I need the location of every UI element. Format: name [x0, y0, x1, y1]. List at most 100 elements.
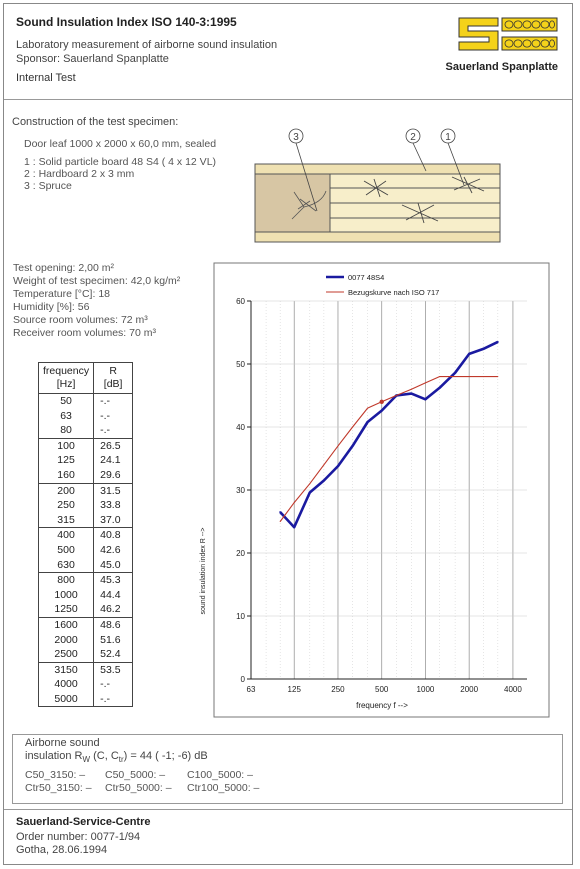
rw-c-label: (C, C — [90, 750, 119, 762]
frequency-cell: 4000 — [37, 677, 95, 692]
frequency-cell: 400 — [37, 527, 95, 543]
r-value-cell: 29.6 — [93, 467, 134, 484]
frequency-cell: 1600 — [37, 616, 95, 633]
table-row: 2000 51.6 — [37, 632, 134, 648]
x-tick-label: 63 — [247, 685, 256, 694]
measured-point — [308, 491, 311, 494]
y-tick-label: 50 — [236, 360, 245, 369]
c50-5000: C50_5000: – — [105, 769, 166, 781]
r-header-unit: [dB] — [103, 378, 123, 390]
r-value-cell: 40.8 — [93, 527, 134, 543]
frequency-cell: 50 — [37, 393, 95, 409]
report-title: Sound Insulation Index ISO 140-3:1995 — [16, 15, 237, 29]
y-tick-label: 30 — [236, 486, 245, 495]
frequency-cell: 250 — [37, 498, 95, 513]
measured-curve — [279, 340, 499, 529]
frequency-header-unit: [Hz] — [56, 378, 76, 390]
measured-point — [496, 341, 499, 343]
table-row: 315 37.0 — [37, 512, 134, 528]
reference-point — [279, 521, 281, 522]
table-row: 50 -.- — [37, 393, 134, 409]
measured-point — [482, 347, 485, 350]
measured-point — [380, 409, 383, 412]
y-tick-label: 60 — [236, 297, 245, 306]
construction-heading: Construction of the test specimen: — [12, 116, 179, 128]
table-row: 160 29.6 — [37, 467, 134, 484]
reference-point — [309, 483, 311, 485]
callout-2: 2 — [410, 132, 416, 143]
table-row: 4000 -.- — [37, 677, 134, 692]
reference-point — [424, 382, 426, 384]
table-row: 100 26.5 — [37, 437, 134, 454]
report-frame: Sound Insulation Index ISO 140-3:1995 La… — [3, 3, 573, 865]
rw-subscript: W — [82, 755, 91, 765]
construction-section: Construction of the test specimen: Door … — [4, 99, 572, 245]
frequency-cell: 315 — [37, 512, 95, 528]
r-value-cell: 46.2 — [93, 602, 134, 618]
x-tick-label: 250 — [331, 685, 345, 694]
receiver-room-volume: Receiver room volumes: 70 m³ — [13, 327, 156, 339]
frequency-cell: 160 — [37, 467, 95, 484]
order-number: Order number: 0077-1/94 — [16, 831, 141, 843]
r-value-cell: 33.8 — [93, 498, 134, 513]
table-row: 400 40.8 — [37, 527, 134, 543]
reference-point — [410, 388, 412, 390]
r-value-cell: -.- — [93, 423, 134, 439]
measured-point — [366, 421, 369, 423]
frequency-table: frequency [Hz] R [dB] 50 -.- 63 -.- 80 -.- 100… — [37, 362, 134, 708]
frequency-cell: 1250 — [37, 602, 95, 618]
chart-axes: 0 10 20 30 40 50 60 63 125 250 500 1000 2000 4000 — [236, 297, 527, 694]
r-value-cell: -.- — [93, 691, 134, 708]
sponsor-line: Sponsor: Sauerland Spanplatte — [16, 53, 169, 65]
measured-point — [279, 511, 282, 513]
table-row: 125 24.1 — [37, 453, 134, 468]
layer-2-description: 2 : Hardboard 2 x 3 mm — [24, 168, 135, 180]
y-tick-label: 20 — [236, 549, 245, 558]
chart-grid — [251, 300, 527, 680]
table-row: 3150 53.5 — [37, 661, 134, 678]
test-opening: Test opening: 2,00 m² — [13, 262, 114, 274]
r-value-cell: 53.5 — [93, 661, 134, 678]
measured-point — [454, 371, 457, 374]
r-value-cell: 45.0 — [93, 557, 134, 573]
reference-point — [323, 464, 325, 466]
measured-point — [322, 479, 325, 482]
frequency-cell: 63 — [37, 408, 95, 424]
y-axis-label: sound insulation index R --> — [200, 528, 207, 615]
y-tick-label: 10 — [236, 612, 245, 621]
r-value-cell: 44.4 — [93, 587, 134, 603]
r-value-cell: -.- — [93, 393, 134, 409]
ctr-subscript: tr — [118, 755, 124, 765]
frequency-cell: 2500 — [37, 647, 95, 663]
r-value-cell: 24.1 — [93, 453, 134, 468]
rw-value: ) = 44 ( -1; -6) dB — [123, 750, 208, 762]
table-header-row: frequency [Hz] R [dB] — [37, 362, 134, 394]
y-tick-label: 40 — [236, 423, 245, 432]
door-leaf-description: Door leaf 1000 x 2000 x 60,0 mm, sealed — [24, 138, 217, 150]
r-value-cell: 51.6 — [93, 632, 134, 648]
frequency-cell: 80 — [37, 423, 95, 439]
ctr100-5000: Ctr100_5000: – — [187, 782, 260, 794]
callout-1: 1 — [445, 132, 451, 143]
footer-divider — [4, 809, 572, 810]
r-value-cell: 42.6 — [93, 542, 134, 558]
r-value-cell: 26.5 — [93, 437, 134, 454]
c50-3150: C50_3150: – — [25, 769, 86, 781]
table-row: 630 45.0 — [37, 557, 134, 573]
measured-point — [410, 392, 413, 395]
r-value-cell: 52.4 — [93, 647, 134, 663]
internal-test-label: Internal Test — [16, 72, 76, 84]
r-value-cell: 31.5 — [93, 482, 134, 499]
legend-label: 0077 48S4 — [348, 273, 384, 282]
sound-insulation-chart: 0 10 20 30 40 50 60 63 125 250 500 1000 2000 4000 007… — [200, 262, 550, 718]
chart-series — [279, 340, 499, 529]
report-header: Sound Insulation Index ISO 140-3:1995 La… — [4, 4, 572, 100]
callout-3: 3 — [293, 132, 299, 143]
measured-point — [468, 353, 471, 355]
frequency-cell: 5000 — [37, 691, 95, 708]
r-value-cell: -.- — [93, 408, 134, 424]
r-column-header: R [dB] — [93, 362, 134, 394]
measured-point — [337, 465, 339, 467]
frequency-cell: 800 — [37, 572, 95, 588]
table-row: 5000 -.- — [37, 691, 134, 708]
